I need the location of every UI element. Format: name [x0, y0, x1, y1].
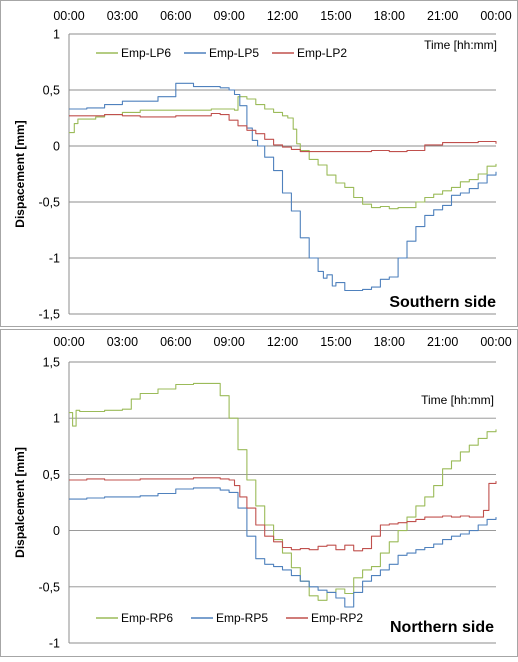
chart1-x-tick-label: 03:00 — [107, 9, 138, 23]
chart1-series-emp-lp6-line — [69, 96, 497, 210]
chart1-x-axis-label: Time [hh:mm] — [424, 38, 497, 52]
chart1-legend-label: Emp-LP6 — [121, 46, 171, 60]
chart1-y-tick-label: 1 — [53, 28, 60, 42]
chart1-x-tick-label: 00:00 — [480, 9, 511, 23]
chart1-series-emp-lp2-line — [69, 112, 497, 153]
chart2-y-tick-label: -1 — [49, 637, 60, 651]
chart1-y-tick-label: -0,5 — [38, 196, 60, 210]
chart2-y-tick-label: 0,5 — [43, 468, 60, 482]
chart2-x-tick-label: 21:00 — [427, 335, 458, 349]
chart1-x-tick-label: 18:00 — [374, 9, 405, 23]
chart1-x-tick-label: 15:00 — [320, 9, 351, 23]
southern-panel-frame — [0, 0, 518, 327]
chart2-legend-label: Emp-RP6 — [121, 611, 173, 625]
chart2-x-tick-label: 00:00 — [53, 335, 84, 349]
chart2-x-tick-label: 09:00 — [213, 335, 244, 349]
chart1-y-tick-label: 0 — [53, 140, 60, 154]
chart2-x-tick-label: 12:00 — [267, 335, 298, 349]
chart2-y-tick-label: 0 — [53, 524, 60, 538]
chart1-legend-label: Emp-LP5 — [209, 46, 259, 60]
chart2-x-tick-label: 03:00 — [107, 335, 138, 349]
northern-panel-frame — [0, 329, 518, 657]
chart2-legend-label: Emp-RP5 — [216, 611, 268, 625]
southern-side-chart: 1 0,5 0 -0,5 -1 -1,5 00:00 03:00 06:00 09:00 12:00… — [13, 9, 512, 322]
chart1-x-tick-label: 12:00 — [267, 9, 298, 23]
chart1-x-tick-label: 09:00 — [213, 9, 244, 23]
chart2-series-emp-rp2-line — [69, 477, 497, 552]
chart2-x-tick-label: 06:00 — [160, 335, 191, 349]
chart2-side-label: Northern side — [390, 619, 494, 636]
chart2-legend-label: Emp-RP2 — [311, 611, 363, 625]
chart1-x-tick-label: 21:00 — [427, 9, 458, 23]
chart1-y-tick-label: 0,5 — [43, 84, 60, 98]
chart2-y-tick-label: -0,5 — [38, 580, 60, 594]
chart1-y-axis-label: Dispacement [mm] — [13, 120, 27, 227]
chart2-series-emp-rp5-line — [69, 487, 497, 608]
chart1-x-tick-label: 00:00 — [53, 9, 84, 23]
chart1-y-tick-label: -1 — [49, 252, 60, 266]
chart2-x-tick-label: 00:00 — [480, 335, 511, 349]
chart1-y-tick-label: -1,5 — [38, 308, 60, 322]
chart1-legend-label: Emp-LP2 — [297, 46, 347, 60]
chart2-y-tick-label: 1,5 — [43, 356, 60, 370]
chart2-y-tick-label: 1 — [53, 412, 60, 426]
chart2-x-tick-label: 18:00 — [374, 335, 405, 349]
chart2-y-axis-label: Dispalcement [mm] — [13, 447, 27, 558]
chart2-x-tick-label: 15:00 — [320, 335, 351, 349]
chart1-x-tick-label: 06:00 — [160, 9, 191, 23]
northern-side-chart: 1,5 1 0,5 0 -0,5 -1 00:00 03:00 06:00 09:00 12:00 1… — [13, 335, 512, 651]
chart1-side-label: Southern side — [389, 294, 496, 311]
chart1-series-emp-lp5-line — [69, 82, 497, 292]
chart2-x-axis-label: Time [hh:mm] — [421, 393, 494, 407]
